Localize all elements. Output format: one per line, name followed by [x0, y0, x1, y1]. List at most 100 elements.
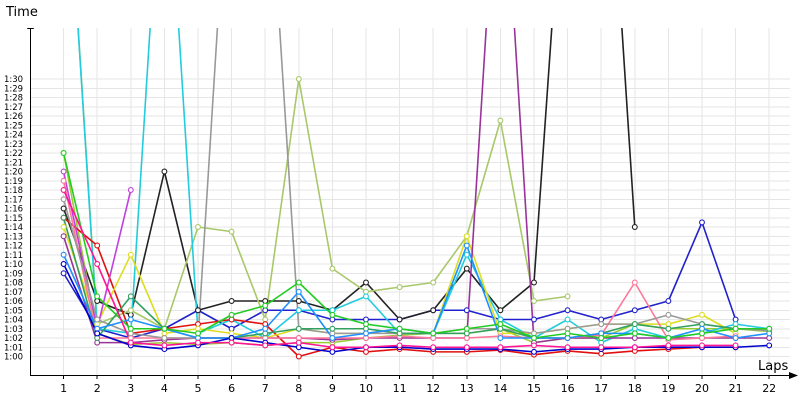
y-tick-label: 1:07 — [4, 288, 23, 298]
series-point — [463, 265, 470, 272]
series-point — [127, 339, 134, 346]
series-point — [631, 307, 638, 314]
series-point — [665, 335, 672, 341]
y-tick-label: 1:18 — [4, 186, 23, 196]
y-tick-label: 1:21 — [4, 158, 23, 168]
x-axis-title: Laps — [758, 359, 788, 374]
y-tick-label: 1:27 — [4, 103, 23, 113]
series-point — [329, 335, 336, 341]
x-tick-label: 4 — [161, 382, 168, 395]
series-point — [531, 335, 537, 341]
series-point — [564, 307, 571, 314]
series-point — [329, 265, 336, 272]
series-point — [631, 279, 638, 286]
series-point — [497, 321, 504, 328]
y-tick-label: 1:13 — [4, 232, 23, 242]
series-point — [161, 325, 168, 332]
series-point — [396, 342, 403, 349]
series-point — [60, 205, 67, 212]
series-point — [699, 342, 705, 349]
series-point — [564, 316, 571, 323]
x-tick-label: 12 — [426, 382, 440, 395]
y-tick-label: 1:23 — [4, 140, 23, 150]
series-point — [295, 307, 302, 314]
series-point — [497, 335, 504, 341]
series-point — [60, 261, 67, 267]
y-tick-label: 1:03 — [4, 325, 23, 335]
series-point — [363, 330, 369, 337]
x-tick-label: 18 — [628, 382, 642, 395]
series-line-11 — [62, 28, 770, 339]
series-point — [329, 311, 336, 318]
series-point — [195, 224, 201, 230]
axes — [27, 20, 798, 379]
series-point — [161, 335, 168, 341]
series-point — [631, 321, 638, 328]
series-line-15 — [62, 263, 770, 353]
series-point — [60, 196, 67, 203]
y-tick-label: 1:02 — [4, 334, 23, 344]
series-point — [228, 311, 235, 318]
series-point — [161, 342, 168, 349]
x-axis-arrow — [789, 372, 798, 379]
series-point — [732, 335, 739, 341]
series-point — [127, 187, 134, 193]
series-point — [295, 298, 302, 304]
y-tick-label: 1:11 — [4, 251, 23, 261]
series-point — [631, 224, 638, 230]
series-point — [60, 233, 67, 240]
series-point — [766, 342, 773, 349]
series-point — [329, 344, 336, 351]
y-tick-label: 1:22 — [4, 149, 23, 159]
series-point — [195, 307, 201, 314]
series-point — [699, 330, 705, 337]
x-tick-labels: 1 2 3 4 5 6 7 8 9 10 11 12 13 14 15 16 17 18 19 20 21 22 — [60, 382, 776, 395]
series-point — [463, 325, 470, 332]
series-point — [598, 335, 605, 341]
x-tick-label: 22 — [762, 382, 776, 395]
series-point — [262, 302, 269, 309]
series-point — [363, 293, 369, 300]
x-tick-label: 15 — [527, 382, 541, 395]
series-point — [60, 177, 67, 184]
series-point — [127, 307, 134, 314]
series-point — [94, 242, 101, 249]
x-tick-label: 20 — [695, 382, 709, 395]
series-point — [127, 293, 134, 300]
series-point — [699, 219, 705, 226]
series-point — [699, 311, 705, 318]
series-point — [564, 344, 571, 351]
y-tick-label: 1:16 — [4, 205, 23, 215]
series-point — [631, 330, 638, 337]
series-point — [60, 251, 67, 258]
series-point — [295, 288, 302, 295]
series-point — [329, 325, 336, 332]
y-tick-label: 1:24 — [4, 131, 23, 141]
series-point — [598, 344, 605, 351]
series-point — [430, 344, 437, 351]
y-tick-label: 1:20 — [4, 168, 23, 178]
plot-top-mask — [0, 0, 800, 28]
y-tick-label: 1:05 — [4, 306, 23, 316]
x-tick-label: 10 — [359, 382, 373, 395]
series-line-14 — [62, 152, 770, 339]
series-point — [94, 330, 101, 337]
series-point — [295, 76, 302, 82]
y-tick-label: 1:09 — [4, 269, 23, 279]
series-point — [665, 325, 672, 332]
y-tick-label: 1:15 — [4, 214, 23, 224]
series-markers — [60, 76, 773, 360]
series-point — [295, 279, 302, 286]
x-tick-label: 1 — [60, 382, 67, 395]
y-axis-title: Time — [5, 5, 38, 20]
series-point — [396, 325, 403, 332]
y-tick-label: 1:29 — [4, 84, 23, 94]
y-tick-label: 1:19 — [4, 177, 23, 187]
series-point — [94, 261, 101, 267]
x-tick-label: 17 — [594, 382, 608, 395]
series-point — [94, 293, 101, 300]
series-point — [430, 307, 437, 314]
series-line-4 — [77, 28, 568, 330]
x-tick-label: 14 — [493, 382, 507, 395]
